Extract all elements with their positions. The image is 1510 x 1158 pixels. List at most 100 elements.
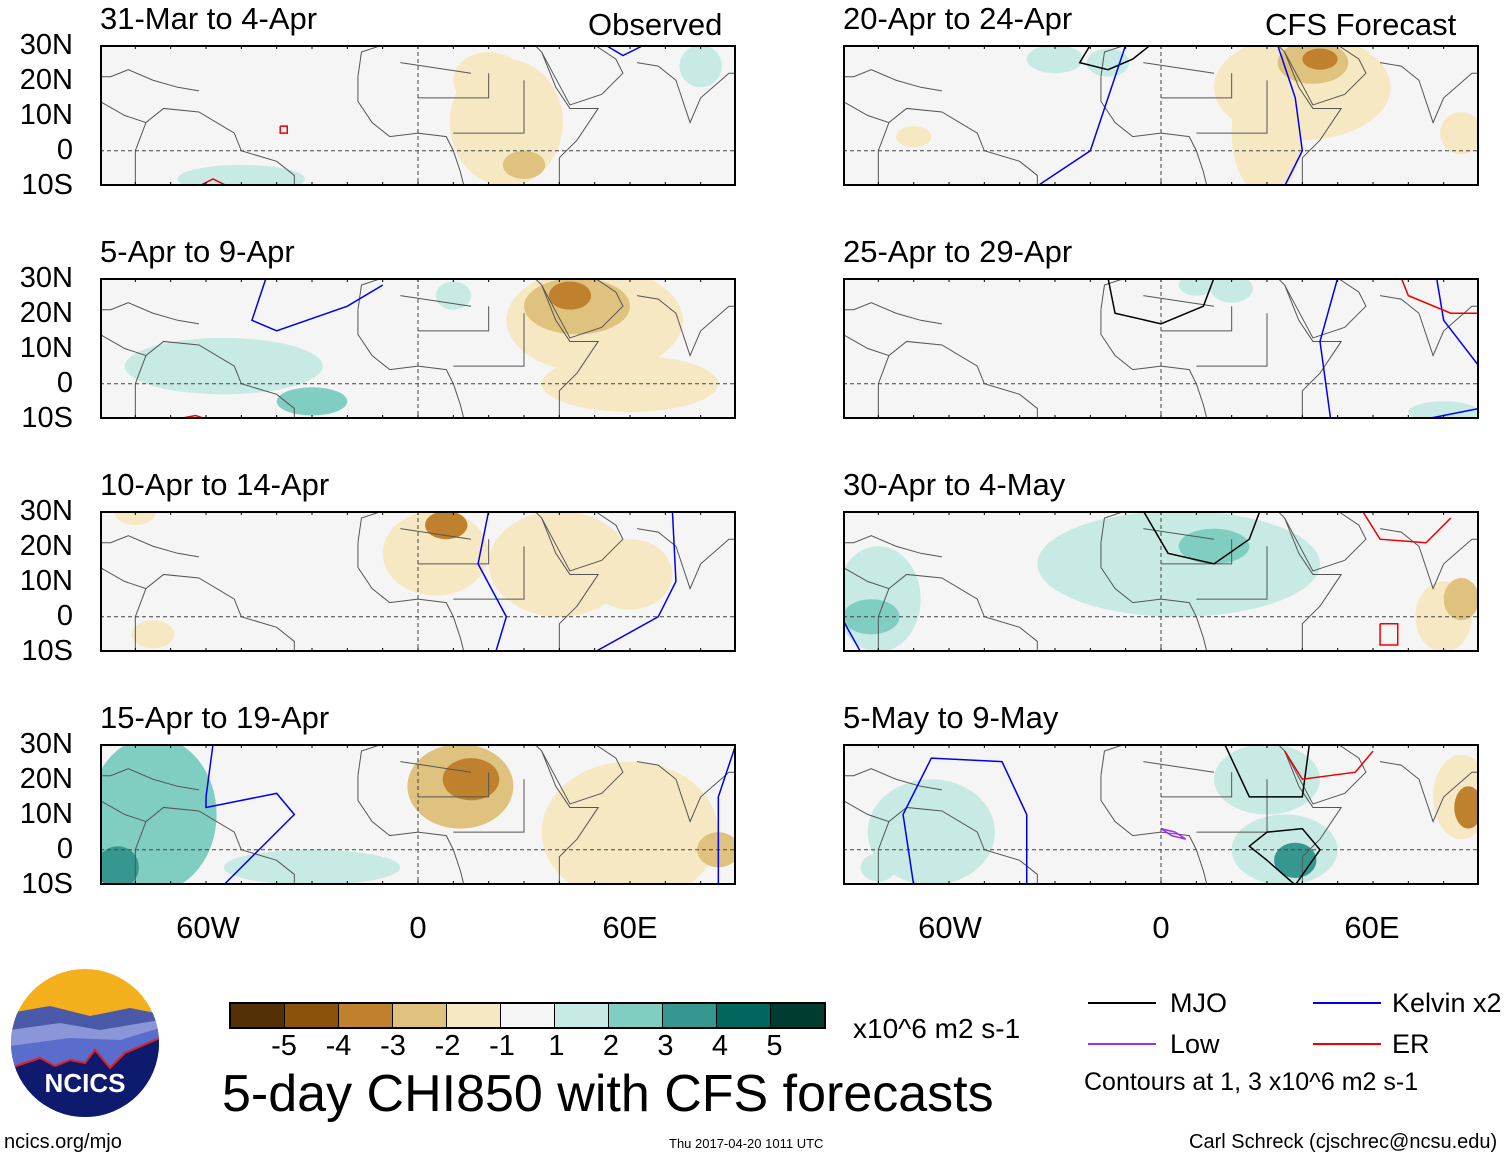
map-panel (100, 278, 736, 419)
footer-url[interactable]: ncics.org/mjo (4, 1131, 122, 1153)
legend-mjo: MJO (1170, 988, 1227, 1018)
coastline (1196, 80, 1268, 134)
contour-mjo (1248, 827, 1321, 885)
anomaly-area (425, 511, 468, 540)
legend-line-low (1088, 1043, 1156, 1045)
logo-text: NCICS (45, 1068, 126, 1098)
map-panel (843, 278, 1479, 419)
coastline (400, 761, 472, 773)
ncics-logo: NCICS (11, 969, 159, 1117)
coastline (843, 535, 943, 558)
panel-title: 15-Apr to 19-Apr (100, 700, 330, 735)
colorbar-label: 1 (548, 1030, 565, 1062)
coastline (357, 542, 465, 652)
coastline (357, 309, 465, 419)
contour-kelvin (843, 619, 862, 652)
anomaly-area (1178, 278, 1214, 296)
coastline (1100, 76, 1208, 186)
coastline (843, 100, 1038, 186)
legend-kelvin: Kelvin x2 (1392, 988, 1502, 1018)
legend-line-kelvin (1313, 1002, 1381, 1004)
coastline (636, 761, 736, 823)
lat-label: 10S (21, 868, 73, 900)
panel-title: 10-Apr to 14-Apr (100, 467, 330, 502)
coastline (1284, 45, 1367, 106)
lon-label: 60E (602, 910, 658, 945)
lat-label: 10N (19, 332, 73, 364)
legend-line-er (1313, 1043, 1381, 1045)
coastline (1143, 295, 1215, 307)
contour-kelvin (1276, 45, 1304, 186)
coastline (357, 775, 465, 885)
contour-mjo (1078, 45, 1151, 71)
coastline (843, 333, 1038, 419)
colorbar-swatch (663, 1004, 717, 1027)
contour-mjo (1107, 278, 1215, 325)
colorbar-swatch (447, 1004, 501, 1027)
contour-kelvin (604, 45, 645, 57)
coastline (453, 546, 525, 600)
coastline (843, 566, 1038, 652)
anomaly-area (867, 779, 995, 885)
coastline (100, 333, 295, 419)
contour-kelvin (1036, 45, 1127, 186)
panel-frame (100, 45, 736, 186)
anomaly-area (1086, 48, 1130, 77)
panel-title: 25-Apr to 29-Apr (843, 234, 1073, 269)
lat-label: 30N (19, 495, 73, 527)
legend-line-mjo (1088, 1002, 1156, 1004)
lat-label: 20N (19, 297, 73, 329)
anomaly-area (114, 511, 157, 526)
anomaly-area (587, 539, 673, 610)
anomaly-area (1026, 45, 1084, 74)
panel-frame (100, 278, 736, 419)
coastline (1143, 761, 1215, 773)
coastline (100, 566, 295, 652)
coastline (1379, 528, 1479, 590)
contour-kelvin (251, 278, 384, 332)
coastline (418, 73, 490, 99)
panel-title: 31-Mar to 4-Apr (100, 1, 318, 36)
legend-er: ER (1392, 1029, 1430, 1059)
coastline (100, 302, 200, 325)
coastline (1284, 511, 1367, 572)
coastline (1284, 278, 1367, 339)
lat-label: 0 (56, 367, 73, 399)
coastline (541, 744, 624, 805)
anomaly-area (124, 337, 323, 395)
coastline (541, 511, 624, 572)
contour-kelvin (717, 744, 736, 885)
coastline (100, 69, 200, 92)
anomaly-area (548, 281, 592, 310)
panel-title: 20-Apr to 24-Apr (843, 1, 1073, 36)
lat-label: 10N (19, 565, 73, 597)
coastline (1143, 62, 1215, 74)
colorbar-label: 2 (602, 1030, 620, 1062)
coastline (100, 100, 295, 186)
observed-label: Observed (588, 7, 723, 42)
panel-title: 5-Apr to 9-Apr (100, 234, 295, 269)
colorbar-swatch (717, 1004, 771, 1027)
colorbar-swatch (231, 1004, 285, 1027)
lat-label: 10S (21, 402, 73, 434)
coastline (636, 528, 736, 590)
coastline (100, 768, 200, 791)
lon-label: 0 (409, 910, 427, 945)
coastline (1196, 313, 1268, 367)
contour-er (1379, 623, 1399, 646)
colorbar-swatch (285, 1004, 339, 1027)
colorbar-label: -4 (325, 1030, 352, 1062)
coastline (1196, 546, 1268, 600)
anomaly-area (223, 849, 401, 885)
coastline (453, 779, 525, 833)
panel-title: 30-Apr to 4-May (843, 467, 1066, 502)
map-panel (100, 45, 736, 186)
coastline (400, 295, 472, 307)
coastline (636, 62, 736, 124)
lon-label: 60W (176, 910, 240, 945)
coastline (1379, 761, 1479, 823)
colorbar-label: -3 (380, 1030, 406, 1062)
anomaly-area (100, 846, 139, 885)
lon-label: 60E (1344, 910, 1400, 945)
